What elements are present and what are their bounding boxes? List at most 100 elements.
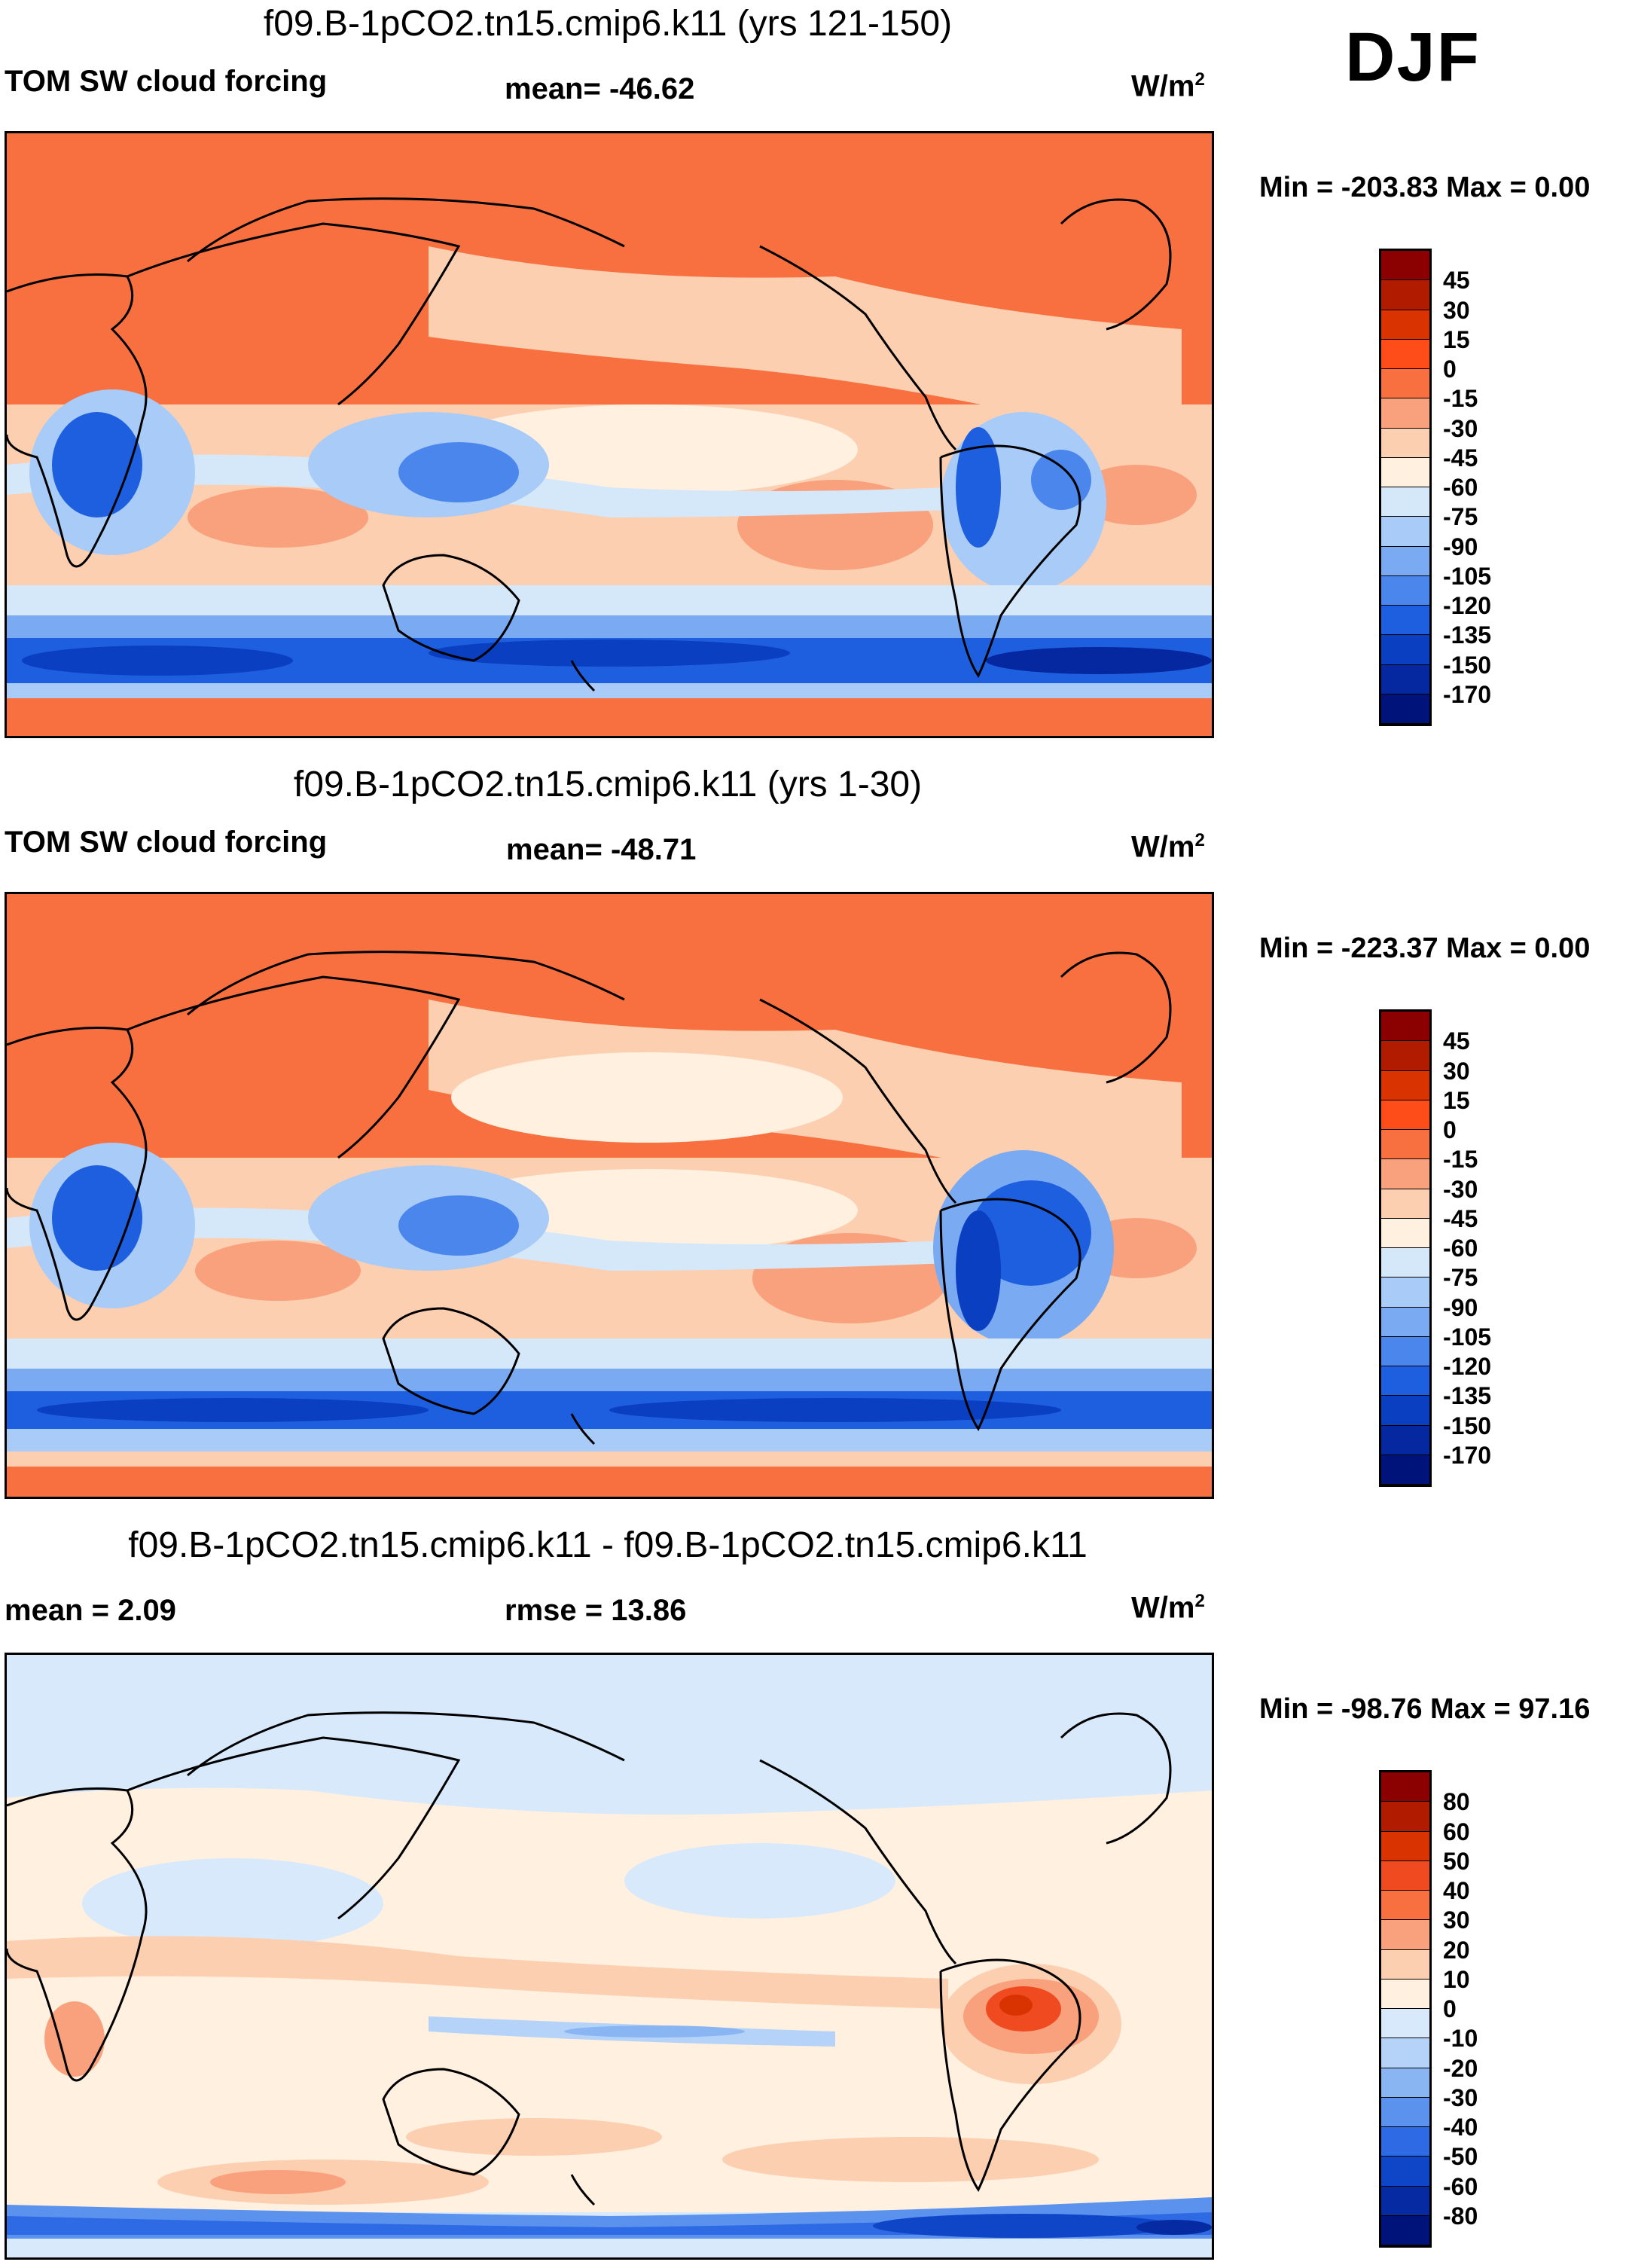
panel-2-colorbar-tick-label: -30 [1443,1175,1478,1203]
panel-2-colorbar-tick-label: 30 [1443,1057,1470,1085]
panel-2-minmax: Min = -223.37 Max = 0.00 [1259,933,1591,964]
panel-3-colorbar-tick-label: 60 [1443,1818,1470,1845]
panel-3-colorbar-swatch [1381,2186,1429,2216]
panel-3-colorbar-swatch [1381,2215,1429,2245]
panel-1-colorbar-swatch [1381,635,1429,665]
panel-3-colorbar-tick-label: 40 [1443,1877,1470,1904]
panel-3-colorbar-tick-label: -40 [1443,2114,1478,2141]
panel-2-colorbar-tick-label: -90 [1443,1293,1478,1321]
panel-1-variable-label: TOM SW cloud forcing [5,65,328,98]
panel-2-colorbar-swatch [1381,1041,1429,1071]
panel-1-colorbar-tick-label: -105 [1443,562,1492,590]
panel-1-colorbar-tick-label: -75 [1443,503,1478,531]
panel-3-colorbar-tick-label: 50 [1443,1847,1470,1875]
panel-2-colorbar-tick-label: -150 [1443,1412,1492,1439]
panel-2-colorbar-tick-label: -15 [1443,1146,1478,1174]
panel-3-colorbar-swatch [1381,2127,1429,2157]
panel-3-colorbar-swatch [1381,2097,1429,2127]
panel-1-colorbar-tick-label: -150 [1443,651,1492,679]
panel-1-colorbar-swatch [1381,575,1429,606]
panel-2-colorbar-tick-label: -170 [1443,1441,1492,1469]
panel-1-colorbar-swatch [1381,517,1429,547]
panel-1-colorbar-tick-label: 15 [1443,325,1470,353]
panel-1-colorbar-tick-label: -60 [1443,474,1478,501]
panel-1-colorbar-tick-label: -135 [1443,621,1492,649]
panel-3-colorbar-swatch [1381,1979,1429,2009]
panel-2-colorbar-tick-label: -120 [1443,1353,1492,1380]
panel-1-colorbar-swatch [1381,369,1429,399]
panel-1-map-canvas [7,133,1212,736]
panel-2-colorbar-tick-label: -105 [1443,1323,1492,1351]
panel-3-colorbar-tick-label: 20 [1443,1936,1470,1964]
panel-3-colorbar-ticks: 80 60 50 40 30 20 10 0 -10 -20 -30 -40 -50 -60 -80 [1443,1770,1594,2248]
panel-3-units: W/m2 [1131,1591,1205,1625]
panel-3-colorbar-swatch [1381,2009,1429,2039]
panel-2-map-canvas [7,894,1212,1497]
panel-1-colorbar-tick-label: 0 [1443,356,1457,383]
panel-3-colorbar-tick-label: -60 [1443,2172,1478,2200]
panel-2-map [5,892,1214,1499]
panel-2-colorbar-tick-label: -45 [1443,1204,1478,1232]
panel-1-colorbar-swatch [1381,664,1429,694]
panel-1-colorbar-swatch [1381,487,1429,517]
panel-3-minmax: Min = -98.76 Max = 97.16 [1259,1693,1591,1725]
panel-3-colorbar-swatch [1381,2157,1429,2187]
panel-3-colorbar-swatch [1381,1949,1429,1980]
panel-2-colorbar-swatch [1381,1366,1429,1397]
panel-2-colorbar-tick-label: 45 [1443,1027,1470,1055]
panel-3-colorbar [1379,1770,1432,2248]
panel-1-colorbar [1379,249,1432,726]
panel-1-mean-label: mean= -46.62 [505,72,695,105]
panel-2-colorbar-tick-label: -135 [1443,1382,1492,1410]
panel-2-colorbar-swatch [1381,1189,1429,1219]
panel-1-colorbar-swatch [1381,694,1429,724]
panel-2-colorbar-swatch [1381,1307,1429,1337]
panel-1-colorbar-swatch [1381,280,1429,310]
panel-1-colorbar-swatch [1381,428,1429,458]
panel-3-colorbar-tick-label: 30 [1443,1906,1470,1934]
panel-2-title: f09.B-1pCO2.tn15.cmip6.k11 (yrs 1-30) [293,765,923,804]
panel-1-colorbar-tick-label: -30 [1443,414,1478,442]
panel-2-colorbar-swatch [1381,1277,1429,1308]
panel-2-colorbar-swatch [1381,1100,1429,1130]
panel-2-colorbar-swatch [1381,1396,1429,1426]
panel-2-colorbar-swatch [1381,1159,1429,1189]
panel-1-colorbar-swatch [1381,251,1429,281]
panel-1-colorbar-tick-label: -15 [1443,385,1478,413]
panel-1-colorbar-tick-label: -90 [1443,533,1478,560]
panel-3-colorbar-tick-label: 80 [1443,1788,1470,1816]
panel-3-colorbar-tick-label: -30 [1443,2083,1478,2111]
panel-1-units: W/m2 [1131,69,1205,103]
season-label: DJF [1345,19,1481,96]
panel-3-colorbar-swatch [1381,1802,1429,1832]
panel-2-colorbar [1379,1009,1432,1487]
panel-2-colorbar-swatch [1381,1130,1429,1160]
panel-1-map [5,131,1214,738]
panel-1-minmax: Min = -203.83 Max = 0.00 [1259,172,1591,203]
panel-1-colorbar-swatch [1381,398,1429,429]
panel-2-colorbar-tick-label: 15 [1443,1086,1470,1114]
panel-3-colorbar-swatch [1381,1772,1429,1802]
panel-3-colorbar-swatch [1381,1831,1429,1861]
panel-3-map [5,1653,1214,2260]
panel-1-colorbar-swatch [1381,310,1429,340]
panel-3-mean-label: mean = 2.09 [5,1594,176,1627]
panel-2-mean-label: mean= -48.71 [506,833,697,866]
panel-3-colorbar-swatch [1381,1860,1429,1891]
panel-1-title: f09.B-1pCO2.tn15.cmip6.k11 (yrs 121-150) [263,4,953,44]
panel-3-rmse-label: rmse = 13.86 [505,1594,687,1627]
panel-2-units: W/m2 [1131,830,1205,864]
panel-3-colorbar-swatch [1381,2068,1429,2098]
panel-1-colorbar-swatch [1381,457,1429,487]
panel-2-colorbar-swatch [1381,1070,1429,1100]
panel-3-colorbar-tick-label: 10 [1443,1965,1470,1993]
panel-2-colorbar-ticks: 45 30 15 0 -15 -30 -45 -60 -75 -90 -105 -120 -135 -15… [1443,1009,1594,1487]
panel-2-colorbar-swatch [1381,1455,1429,1485]
panel-1-colorbar-swatch [1381,606,1429,636]
panel-1-colorbar-ticks: 45 30 15 0 -15 -30 -45 -60 -75 -90 -105 -120 -135 -15… [1443,249,1594,726]
panel-3-title: f09.B-1pCO2.tn15.cmip6.k11 - f09.B-1pCO2… [128,1525,1088,1565]
panel-3-colorbar-tick-label: -50 [1443,2143,1478,2171]
panel-2-colorbar-swatch [1381,1012,1429,1042]
panel-2-colorbar-tick-label: 0 [1443,1116,1457,1143]
panel-2-colorbar-swatch [1381,1336,1429,1366]
